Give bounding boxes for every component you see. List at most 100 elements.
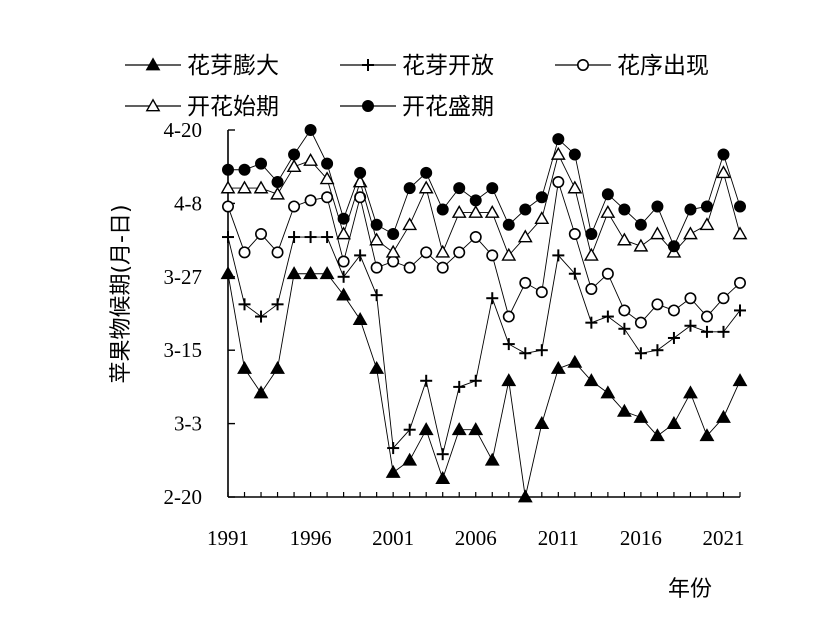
data-point <box>568 227 581 240</box>
data-point <box>270 360 285 374</box>
data-point <box>519 347 532 360</box>
data-point <box>321 231 334 244</box>
data-point <box>319 266 335 280</box>
data-point <box>238 246 251 259</box>
data-point <box>469 194 482 207</box>
data-point <box>667 304 680 317</box>
data-point <box>354 249 367 262</box>
data-point <box>684 292 697 305</box>
data-point <box>502 310 515 323</box>
data-point <box>502 338 515 351</box>
data-point <box>387 255 400 268</box>
data-point <box>585 227 598 240</box>
data-point <box>271 246 284 259</box>
series-open-circle <box>222 175 746 329</box>
data-point <box>352 312 368 325</box>
series-plus <box>222 231 746 461</box>
y-ticks: 2-20 3-3 3-15 3-27 4-8 4-20 <box>164 118 235 509</box>
y-tick-label: 4-20 <box>164 118 203 142</box>
data-point <box>303 266 318 280</box>
data-point <box>222 200 235 213</box>
data-point <box>616 232 632 246</box>
data-point <box>634 316 647 329</box>
data-point <box>286 159 302 173</box>
data-point <box>601 310 614 323</box>
data-point <box>385 244 401 258</box>
y-tick-label: 2-20 <box>164 485 203 509</box>
series-line <box>227 236 741 455</box>
data-point <box>535 191 548 204</box>
data-point <box>402 217 418 231</box>
data-point <box>650 226 665 240</box>
data-point <box>552 175 565 188</box>
data-point <box>601 267 614 280</box>
data-point <box>684 319 697 332</box>
data-point <box>576 58 589 71</box>
data-point <box>453 246 466 259</box>
data-point <box>337 255 350 268</box>
data-point <box>683 226 698 240</box>
data-point <box>601 188 614 201</box>
data-point <box>255 227 268 240</box>
series-line <box>227 181 741 324</box>
data-point <box>717 148 730 161</box>
x-axis-title: 年份 <box>668 577 712 602</box>
y-tick-label: 3-15 <box>164 338 203 362</box>
series-filled-circle <box>222 124 746 253</box>
data-point <box>403 182 416 195</box>
x-tick-label: 1996 <box>290 526 332 550</box>
data-point <box>420 246 433 259</box>
data-point <box>517 489 533 503</box>
data-point <box>436 203 449 216</box>
data-point <box>222 163 235 176</box>
x-tick-label: 1991 <box>207 526 249 550</box>
y-axis-title: 苹果物候期(月-日) <box>109 204 134 383</box>
data-point <box>288 231 301 244</box>
data-point <box>222 231 234 244</box>
data-point <box>253 180 269 194</box>
data-point <box>666 415 682 429</box>
data-point <box>451 204 467 218</box>
data-point <box>667 331 680 344</box>
data-point <box>468 204 484 218</box>
data-point <box>387 227 400 240</box>
data-point <box>337 212 350 225</box>
data-point <box>534 211 550 225</box>
data-point <box>700 325 713 338</box>
data-point <box>486 182 499 195</box>
data-point <box>468 422 484 436</box>
legend-item: 花序出现 <box>555 53 709 79</box>
legend-item: 花芽开放 <box>340 53 494 79</box>
data-point <box>568 148 581 161</box>
data-point <box>634 347 647 360</box>
data-point <box>237 180 252 194</box>
data-point <box>270 186 285 200</box>
data-point <box>336 287 352 301</box>
data-point <box>420 166 433 179</box>
data-point <box>732 373 748 387</box>
legend-item: 花芽膨大 <box>125 53 279 79</box>
data-point <box>618 203 631 216</box>
data-point <box>600 204 616 218</box>
data-point <box>699 217 715 231</box>
data-point <box>517 229 533 243</box>
data-point <box>650 428 665 442</box>
series-layer <box>220 124 748 503</box>
data-point <box>321 191 334 204</box>
data-point <box>469 374 482 387</box>
data-point <box>253 385 269 399</box>
data-point <box>370 289 383 302</box>
data-point <box>618 304 631 317</box>
data-point <box>699 428 715 442</box>
data-point <box>238 298 251 311</box>
y-tick-label: 3-27 <box>164 265 203 289</box>
series-line <box>228 129 741 248</box>
data-point <box>550 146 566 160</box>
data-point <box>286 266 302 280</box>
data-point <box>535 344 548 357</box>
data-point <box>684 203 697 216</box>
data-point <box>502 218 515 231</box>
data-point <box>288 200 301 213</box>
data-point <box>616 403 632 417</box>
data-point <box>651 298 664 311</box>
